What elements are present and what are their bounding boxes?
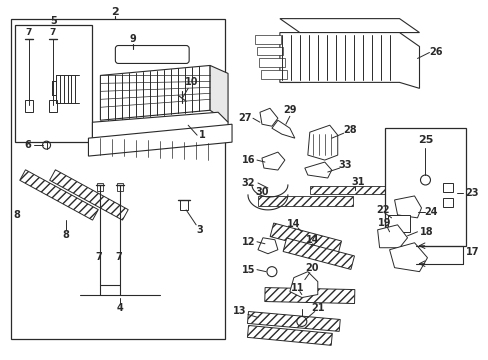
Polygon shape <box>279 32 299 82</box>
Text: 18: 18 <box>419 227 432 237</box>
Text: 7: 7 <box>49 28 56 37</box>
Text: 7: 7 <box>25 28 32 37</box>
Polygon shape <box>304 162 331 178</box>
Text: 4: 4 <box>117 302 123 312</box>
Text: 2: 2 <box>111 6 119 17</box>
Bar <box>259 58 285 67</box>
Bar <box>48 100 57 112</box>
Bar <box>254 35 280 44</box>
Polygon shape <box>20 170 98 220</box>
Text: 8: 8 <box>13 210 20 220</box>
Text: 15: 15 <box>242 265 255 275</box>
Polygon shape <box>92 112 227 138</box>
Polygon shape <box>264 288 354 303</box>
Text: 7: 7 <box>115 252 122 262</box>
Polygon shape <box>88 124 232 156</box>
Bar <box>117 183 123 191</box>
Text: 5: 5 <box>50 15 57 26</box>
Text: 1: 1 <box>198 130 205 140</box>
Polygon shape <box>279 19 419 32</box>
FancyBboxPatch shape <box>115 45 189 63</box>
Text: 21: 21 <box>310 302 324 312</box>
Bar <box>180 200 188 210</box>
Bar <box>261 71 286 80</box>
Text: 31: 31 <box>350 177 364 187</box>
Polygon shape <box>394 196 421 218</box>
Bar <box>11 19 224 339</box>
Bar <box>24 100 33 112</box>
Text: 23: 23 <box>465 188 478 198</box>
Polygon shape <box>387 215 408 232</box>
Bar <box>384 128 466 246</box>
Text: 25: 25 <box>417 135 432 145</box>
Text: 11: 11 <box>290 283 304 293</box>
Text: 22: 22 <box>375 205 388 215</box>
Polygon shape <box>100 66 210 120</box>
Text: 24: 24 <box>424 207 437 217</box>
Text: 14: 14 <box>305 235 319 245</box>
Polygon shape <box>307 125 337 160</box>
Text: 6: 6 <box>24 140 31 150</box>
Polygon shape <box>210 66 227 122</box>
Bar <box>97 183 103 191</box>
Text: 14: 14 <box>286 219 300 229</box>
Text: 8: 8 <box>62 230 69 240</box>
Text: 29: 29 <box>283 105 296 115</box>
Bar <box>15 24 92 142</box>
Bar <box>258 196 352 206</box>
Polygon shape <box>271 120 294 138</box>
Text: 17: 17 <box>466 247 479 257</box>
Text: 12: 12 <box>242 237 255 247</box>
Polygon shape <box>377 225 407 248</box>
Polygon shape <box>247 311 340 332</box>
Text: 19: 19 <box>377 218 390 228</box>
Polygon shape <box>443 198 452 207</box>
Polygon shape <box>258 238 277 254</box>
Polygon shape <box>289 272 317 298</box>
Text: 10: 10 <box>185 77 199 87</box>
Text: 7: 7 <box>95 252 102 262</box>
Polygon shape <box>283 238 354 269</box>
Text: 9: 9 <box>130 33 137 44</box>
Text: 13: 13 <box>232 306 245 316</box>
Text: 33: 33 <box>337 160 351 170</box>
Text: 27: 27 <box>238 113 251 123</box>
Text: 16: 16 <box>242 155 255 165</box>
Polygon shape <box>247 325 332 345</box>
Text: 3: 3 <box>196 225 203 235</box>
Text: 20: 20 <box>305 263 318 273</box>
Polygon shape <box>50 170 128 220</box>
Polygon shape <box>443 183 452 192</box>
Bar <box>309 186 399 194</box>
Polygon shape <box>279 32 419 88</box>
Polygon shape <box>262 152 285 170</box>
Text: 30: 30 <box>255 187 268 197</box>
Polygon shape <box>269 223 341 255</box>
Text: 28: 28 <box>342 125 356 135</box>
Text: 26: 26 <box>429 48 442 58</box>
Text: 32: 32 <box>241 178 254 188</box>
Bar <box>256 46 283 55</box>
Polygon shape <box>389 243 427 272</box>
Polygon shape <box>260 108 277 126</box>
